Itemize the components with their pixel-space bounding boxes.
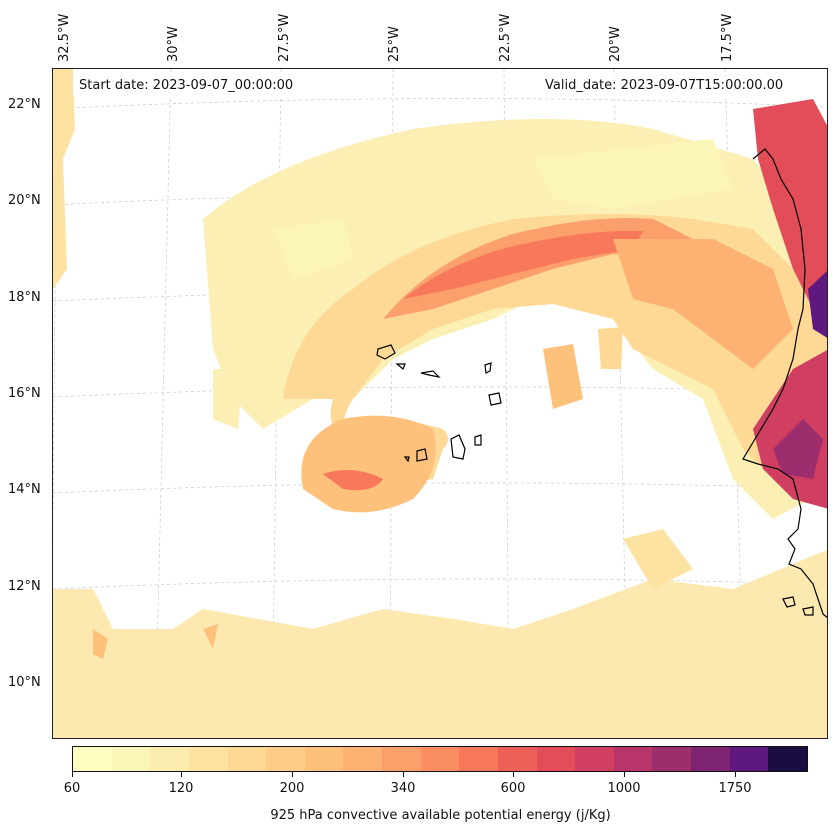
latitude-label-20n: 20°N — [8, 193, 41, 208]
colorbar-segment-11 — [497, 747, 537, 771]
colorbar-tick-label-60: 60 — [63, 781, 81, 796]
colorbar-segment-4 — [227, 747, 267, 771]
longitude-label-17-5w: 17.5°W — [720, 13, 735, 62]
latitude-label-22n: 22°N — [8, 97, 41, 112]
colorbar-title: 925 hPa convective available potential e… — [270, 808, 611, 823]
colorbar-tick-0 — [72, 772, 73, 777]
colorbar-tick-label-340: 340 — [390, 781, 416, 796]
colorbar-segment-0 — [73, 747, 112, 771]
colorbar-segment-14 — [613, 747, 653, 771]
cape-contours — [53, 69, 827, 738]
island-santo-antao — [376, 344, 396, 360]
cape-field-map — [53, 69, 827, 738]
colorbar-segment-17 — [729, 747, 769, 771]
colorbar-tick-label-600: 600 — [500, 781, 526, 796]
island-sao-vicente — [395, 363, 406, 370]
cape-spiral-core-ring — [301, 415, 436, 513]
colorbar-segment-13 — [575, 747, 614, 771]
africa-coastline — [742, 148, 827, 619]
cape-low-west-strip — [53, 69, 75, 289]
island-boa-vista — [488, 392, 502, 406]
island-brava — [403, 456, 410, 463]
longitude-label-20w: 20°W — [608, 26, 623, 62]
longitude-label-30w: 30°W — [166, 26, 181, 62]
cape-band-core — [403, 230, 643, 299]
start-date-label: Start date: 2023-09-07_00:00:00 — [73, 76, 300, 96]
island-sao-nicolau — [420, 370, 441, 378]
cape-low-southwest — [53, 549, 827, 738]
cape-spiral-core — [323, 470, 383, 491]
colorbar-segment-7 — [343, 747, 382, 771]
colorbar-tick-2 — [292, 772, 293, 777]
colorbar-tick-1 — [181, 772, 182, 777]
colorbar-segment-9 — [420, 747, 460, 771]
cape-patch-4 — [213, 369, 243, 429]
colorbar-tick-5 — [624, 772, 625, 777]
colorbar-tick-3 — [403, 772, 404, 777]
colorbar-segment-6 — [304, 747, 344, 771]
cape-low-patch-north — [533, 139, 733, 209]
colorbar-tick-6 — [735, 772, 736, 777]
colorbar-segment-16 — [691, 747, 730, 771]
latitude-label-18n: 18°N — [8, 290, 41, 305]
bijagos-islands — [782, 596, 814, 616]
colorbar-tick-label-120: 120 — [168, 781, 194, 796]
colorbar-segment-1 — [111, 747, 151, 771]
cape-coastal-max-north — [808, 270, 827, 338]
colorbar-segment-2 — [150, 747, 189, 771]
cape-coastal-mid — [753, 99, 827, 309]
latitude-label-16n: 16°N — [8, 386, 41, 401]
map-panel — [52, 68, 828, 739]
colorbar-segment-3 — [188, 747, 228, 771]
land-outlines — [376, 148, 827, 619]
island-sal — [484, 362, 492, 374]
cape-patch-1 — [543, 344, 583, 409]
colorbar-segment-15 — [652, 747, 691, 771]
longitude-label-27-5w: 27.5°W — [277, 13, 292, 62]
cape-patch-5 — [203, 624, 218, 649]
longitude-label-32-5w: 32.5°W — [57, 13, 72, 62]
island-santiago — [450, 434, 466, 460]
colorbar-segment-18 — [768, 747, 807, 771]
colorbar-tick-label-200: 200 — [279, 781, 305, 796]
cape-coastal-max-south — [773, 419, 823, 479]
colorbar-segment-12 — [536, 747, 576, 771]
latitude-label-10n: 10°N — [8, 675, 41, 690]
valid-date-label: Valid_date: 2023-09-07T15:00:00.00 — [539, 76, 790, 96]
latitude-label-14n: 14°N — [8, 482, 41, 497]
island-fogo — [416, 448, 428, 462]
latitude-label-12n: 12°N — [8, 579, 41, 594]
colorbar-tick-4 — [513, 772, 514, 777]
colorbar — [72, 746, 808, 772]
colorbar-tick-label-1750: 1750 — [718, 781, 752, 796]
longitude-label-22-5w: 22.5°W — [498, 13, 513, 62]
colorbar-segment-8 — [382, 747, 421, 771]
colorbar-segment-5 — [266, 747, 305, 771]
cape-patch-2 — [598, 327, 623, 369]
colorbar-tick-label-1000: 1000 — [607, 781, 641, 796]
cape-patch-3 — [623, 529, 693, 589]
longitude-label-25w: 25°W — [387, 26, 402, 62]
cape-low-patch-northwest — [273, 219, 353, 279]
island-maio — [474, 434, 482, 446]
colorbar-segment-10 — [459, 747, 498, 771]
cape-patch-6 — [93, 629, 108, 659]
cape-band-east — [613, 239, 793, 369]
